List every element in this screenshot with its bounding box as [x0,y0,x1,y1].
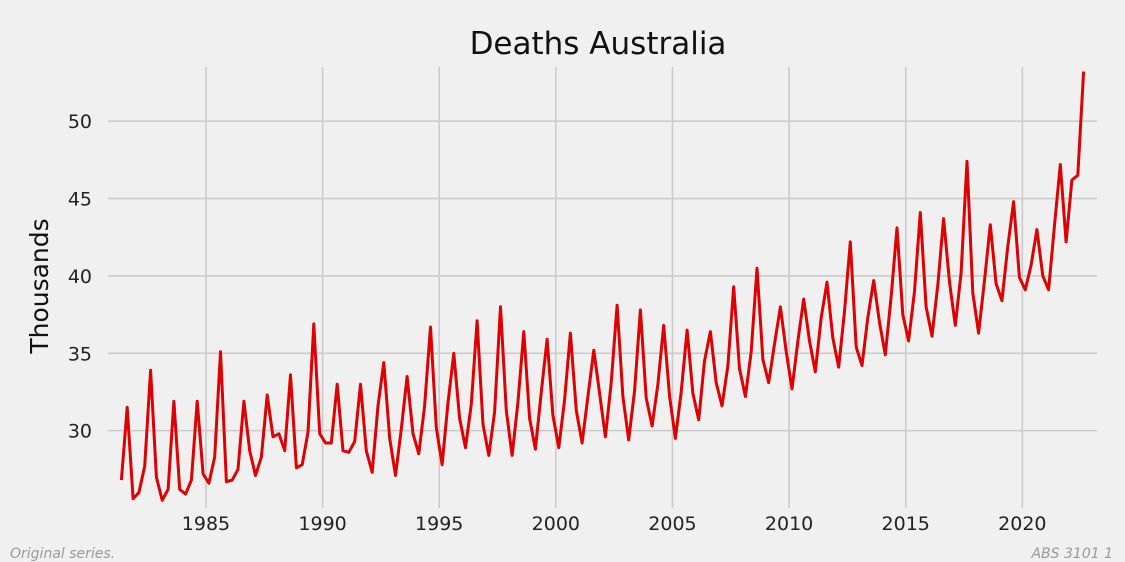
y-axis-ticks: 30 35 40 45 50 [68,111,92,442]
y-tick-label: 40 [68,266,92,288]
series-line [119,71,1086,502]
x-tick-label: 2015 [882,513,930,535]
x-tick-label: 1985 [182,513,230,535]
grid [108,67,1097,508]
y-axis-label: Thousands [25,218,54,354]
x-tick-label: 2005 [648,513,696,535]
y-tick-label: 50 [68,111,92,133]
x-tick-label: 2010 [765,513,813,535]
footnote-right: ABS 3101 1 [1030,546,1113,562]
x-tick-label: 1995 [415,513,463,535]
x-tick-label: 2000 [532,513,580,535]
x-tick-label: 1990 [298,513,346,535]
y-tick-label: 35 [68,343,92,365]
y-tick-label: 45 [68,189,92,211]
x-tick-label: 2020 [998,513,1046,535]
x-axis-ticks: 1985 1990 1995 2000 2005 2010 2015 2020 [182,513,1047,535]
footnote-left: Original series. [10,546,115,562]
chart-title: Deaths Australia [470,26,727,62]
y-tick-label: 30 [68,421,92,443]
